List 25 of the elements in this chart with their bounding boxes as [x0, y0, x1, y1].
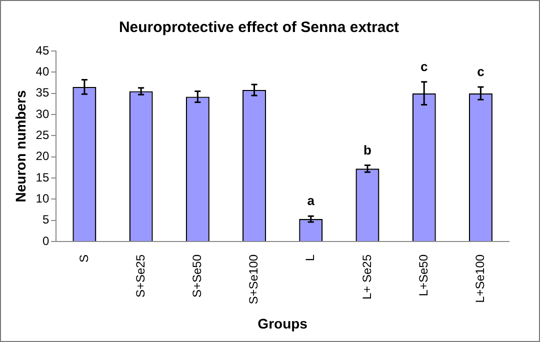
- y-tick-label: 20: [36, 149, 50, 164]
- y-tick-label: 45: [36, 43, 50, 58]
- x-tick-label: S+Se25: [133, 254, 148, 298]
- y-tick-label: 15: [36, 170, 50, 184]
- y-tick-label: 40: [36, 64, 50, 78]
- y-tick-label: 10: [36, 191, 50, 206]
- x-tick-label: L+Se50: [416, 254, 430, 296]
- x-tick-label: S+Se50: [190, 254, 204, 298]
- annotation: a: [307, 193, 316, 208]
- x-axis-title: Groups: [258, 315, 308, 332]
- y-axis-title: Neuron numbers: [12, 90, 28, 202]
- x-tick-label: S: [76, 254, 91, 263]
- chart-title: Neuroprotective effect of Senna extract: [118, 19, 400, 36]
- x-tick-label: L: [303, 254, 318, 262]
- annotation: c: [420, 58, 428, 74]
- annotation: b: [364, 142, 372, 158]
- y-tick-label: 5: [42, 212, 50, 227]
- x-tick-label: L+ Se25: [360, 254, 374, 300]
- x-tick-label: L+Se100: [473, 254, 488, 303]
- x-tick-label: S+Se100: [246, 254, 261, 304]
- y-tick-label: 0: [42, 234, 50, 248]
- y-tick-label: 35: [36, 86, 50, 100]
- y-tick-label: 25: [36, 128, 50, 142]
- annotation: c: [477, 64, 484, 80]
- y-tick-label: 30: [36, 106, 50, 121]
